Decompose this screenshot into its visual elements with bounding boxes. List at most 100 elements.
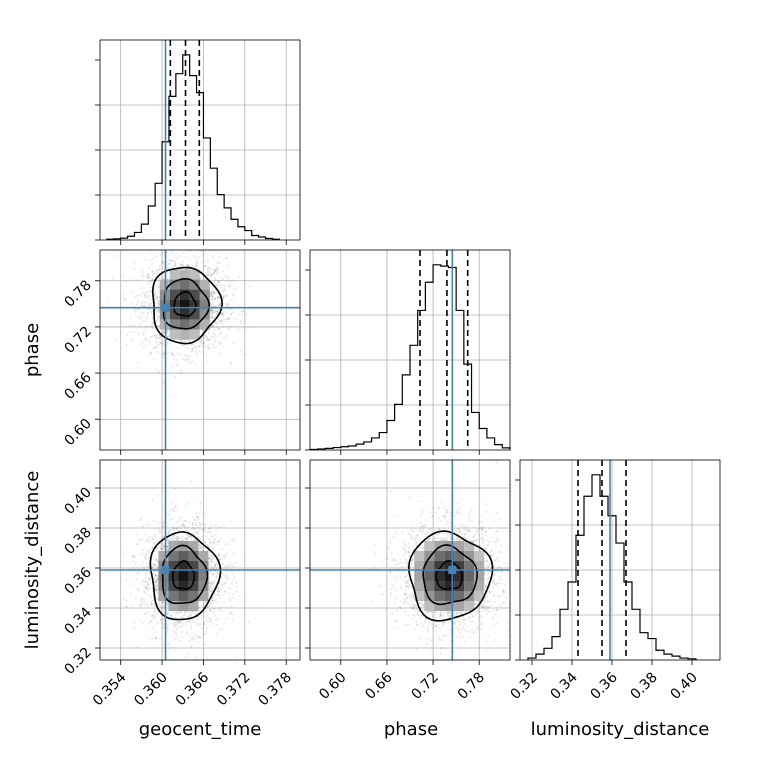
scatter-point xyxy=(219,302,222,306)
scatter-point xyxy=(222,582,225,585)
scatter-point xyxy=(187,264,190,268)
scatter-point xyxy=(147,297,151,300)
scatter-point xyxy=(224,310,227,314)
scatter-point xyxy=(208,604,211,607)
scatter-point xyxy=(154,631,157,634)
scatter-point xyxy=(144,586,147,590)
scatter-point xyxy=(235,581,238,584)
scatter-point xyxy=(176,358,179,362)
scatter-point xyxy=(504,596,508,599)
scatter-point xyxy=(177,620,180,623)
scatter-point xyxy=(201,269,204,272)
scatter-point xyxy=(489,600,492,603)
scatter-point xyxy=(177,638,180,641)
scatter-point xyxy=(150,614,154,617)
scatter-point xyxy=(211,255,214,258)
scatter-point xyxy=(213,291,217,295)
scatter-point xyxy=(150,262,154,265)
scatter-point xyxy=(404,581,407,584)
scatter-point xyxy=(160,545,163,548)
scatter-point xyxy=(204,632,207,635)
scatter-point xyxy=(188,621,191,624)
scatter-point xyxy=(214,533,217,536)
scatter-point xyxy=(211,566,214,569)
scatter-point xyxy=(158,337,161,340)
scatter-point xyxy=(220,283,223,287)
scatter-point xyxy=(228,561,232,564)
density-cell xyxy=(178,561,189,571)
scatter-point xyxy=(211,566,214,570)
scatter-point xyxy=(220,558,223,561)
scatter-point xyxy=(216,586,219,590)
scatter-point xyxy=(235,585,239,589)
scatter-point xyxy=(208,539,211,542)
scatter-point xyxy=(137,333,140,336)
density-cell xyxy=(178,591,189,601)
scatter-point xyxy=(232,301,236,304)
scatter-point xyxy=(167,530,170,534)
scatter-point xyxy=(187,354,190,358)
scatter-point xyxy=(212,539,215,542)
scatter-point xyxy=(147,557,150,560)
scatter-point xyxy=(154,574,157,577)
scatter-point xyxy=(154,533,157,536)
scatter-point xyxy=(199,605,202,608)
scatter-point xyxy=(150,595,153,598)
scatter-point xyxy=(194,350,197,353)
scatter-point xyxy=(415,541,419,544)
scatter-point xyxy=(139,604,142,607)
scatter-point xyxy=(181,260,185,263)
scatter-point xyxy=(132,627,135,630)
scatter-point xyxy=(232,539,235,542)
scatter-point xyxy=(171,246,173,248)
scatter-point xyxy=(189,614,192,617)
scatter-point xyxy=(188,538,192,541)
scatter-point xyxy=(212,607,215,610)
scatter-point xyxy=(167,335,170,338)
scatter-point xyxy=(148,577,151,580)
scatter-point xyxy=(206,545,210,548)
scatter-point xyxy=(142,274,145,277)
scatter-point xyxy=(147,274,150,277)
scatter-point xyxy=(211,582,215,586)
scatter-point xyxy=(151,499,154,502)
scatter-point xyxy=(211,295,214,298)
scatter-point xyxy=(180,523,183,527)
scatter-point xyxy=(209,303,212,306)
scatter-point xyxy=(432,615,435,619)
scatter-point xyxy=(224,335,228,338)
scatter-point xyxy=(404,584,408,587)
scatter-point xyxy=(215,265,218,269)
scatter-point xyxy=(155,589,158,592)
density-cell xyxy=(189,299,200,310)
scatter-point xyxy=(210,308,213,311)
scatter-point xyxy=(235,317,238,320)
scatter-point xyxy=(480,526,484,529)
scatter-point xyxy=(219,332,222,336)
scatter-point xyxy=(194,522,197,525)
scatter-point xyxy=(212,268,216,271)
scatter-point xyxy=(152,538,155,541)
scatter-point xyxy=(216,296,219,300)
scatter-point xyxy=(152,572,155,575)
scatter-point xyxy=(173,624,176,627)
scatter-point xyxy=(213,607,216,610)
scatter-point xyxy=(166,613,170,616)
density-cell xyxy=(169,269,180,280)
scatter-point xyxy=(196,622,200,626)
scatter-point xyxy=(157,301,160,305)
scatter-point xyxy=(147,621,151,625)
scatter-point xyxy=(196,641,200,644)
scatter-point xyxy=(195,265,198,268)
scatter-point xyxy=(232,293,235,296)
scatter-point xyxy=(155,636,158,640)
scatter-point xyxy=(221,311,225,314)
scatter-point xyxy=(177,520,181,523)
scatter-point xyxy=(471,627,474,631)
scatter-point xyxy=(410,529,413,532)
scatter-point xyxy=(176,538,179,541)
scatter-point xyxy=(411,562,414,566)
scatter-point xyxy=(183,358,186,361)
scatter-point xyxy=(213,297,217,300)
scatter-point xyxy=(154,570,157,574)
